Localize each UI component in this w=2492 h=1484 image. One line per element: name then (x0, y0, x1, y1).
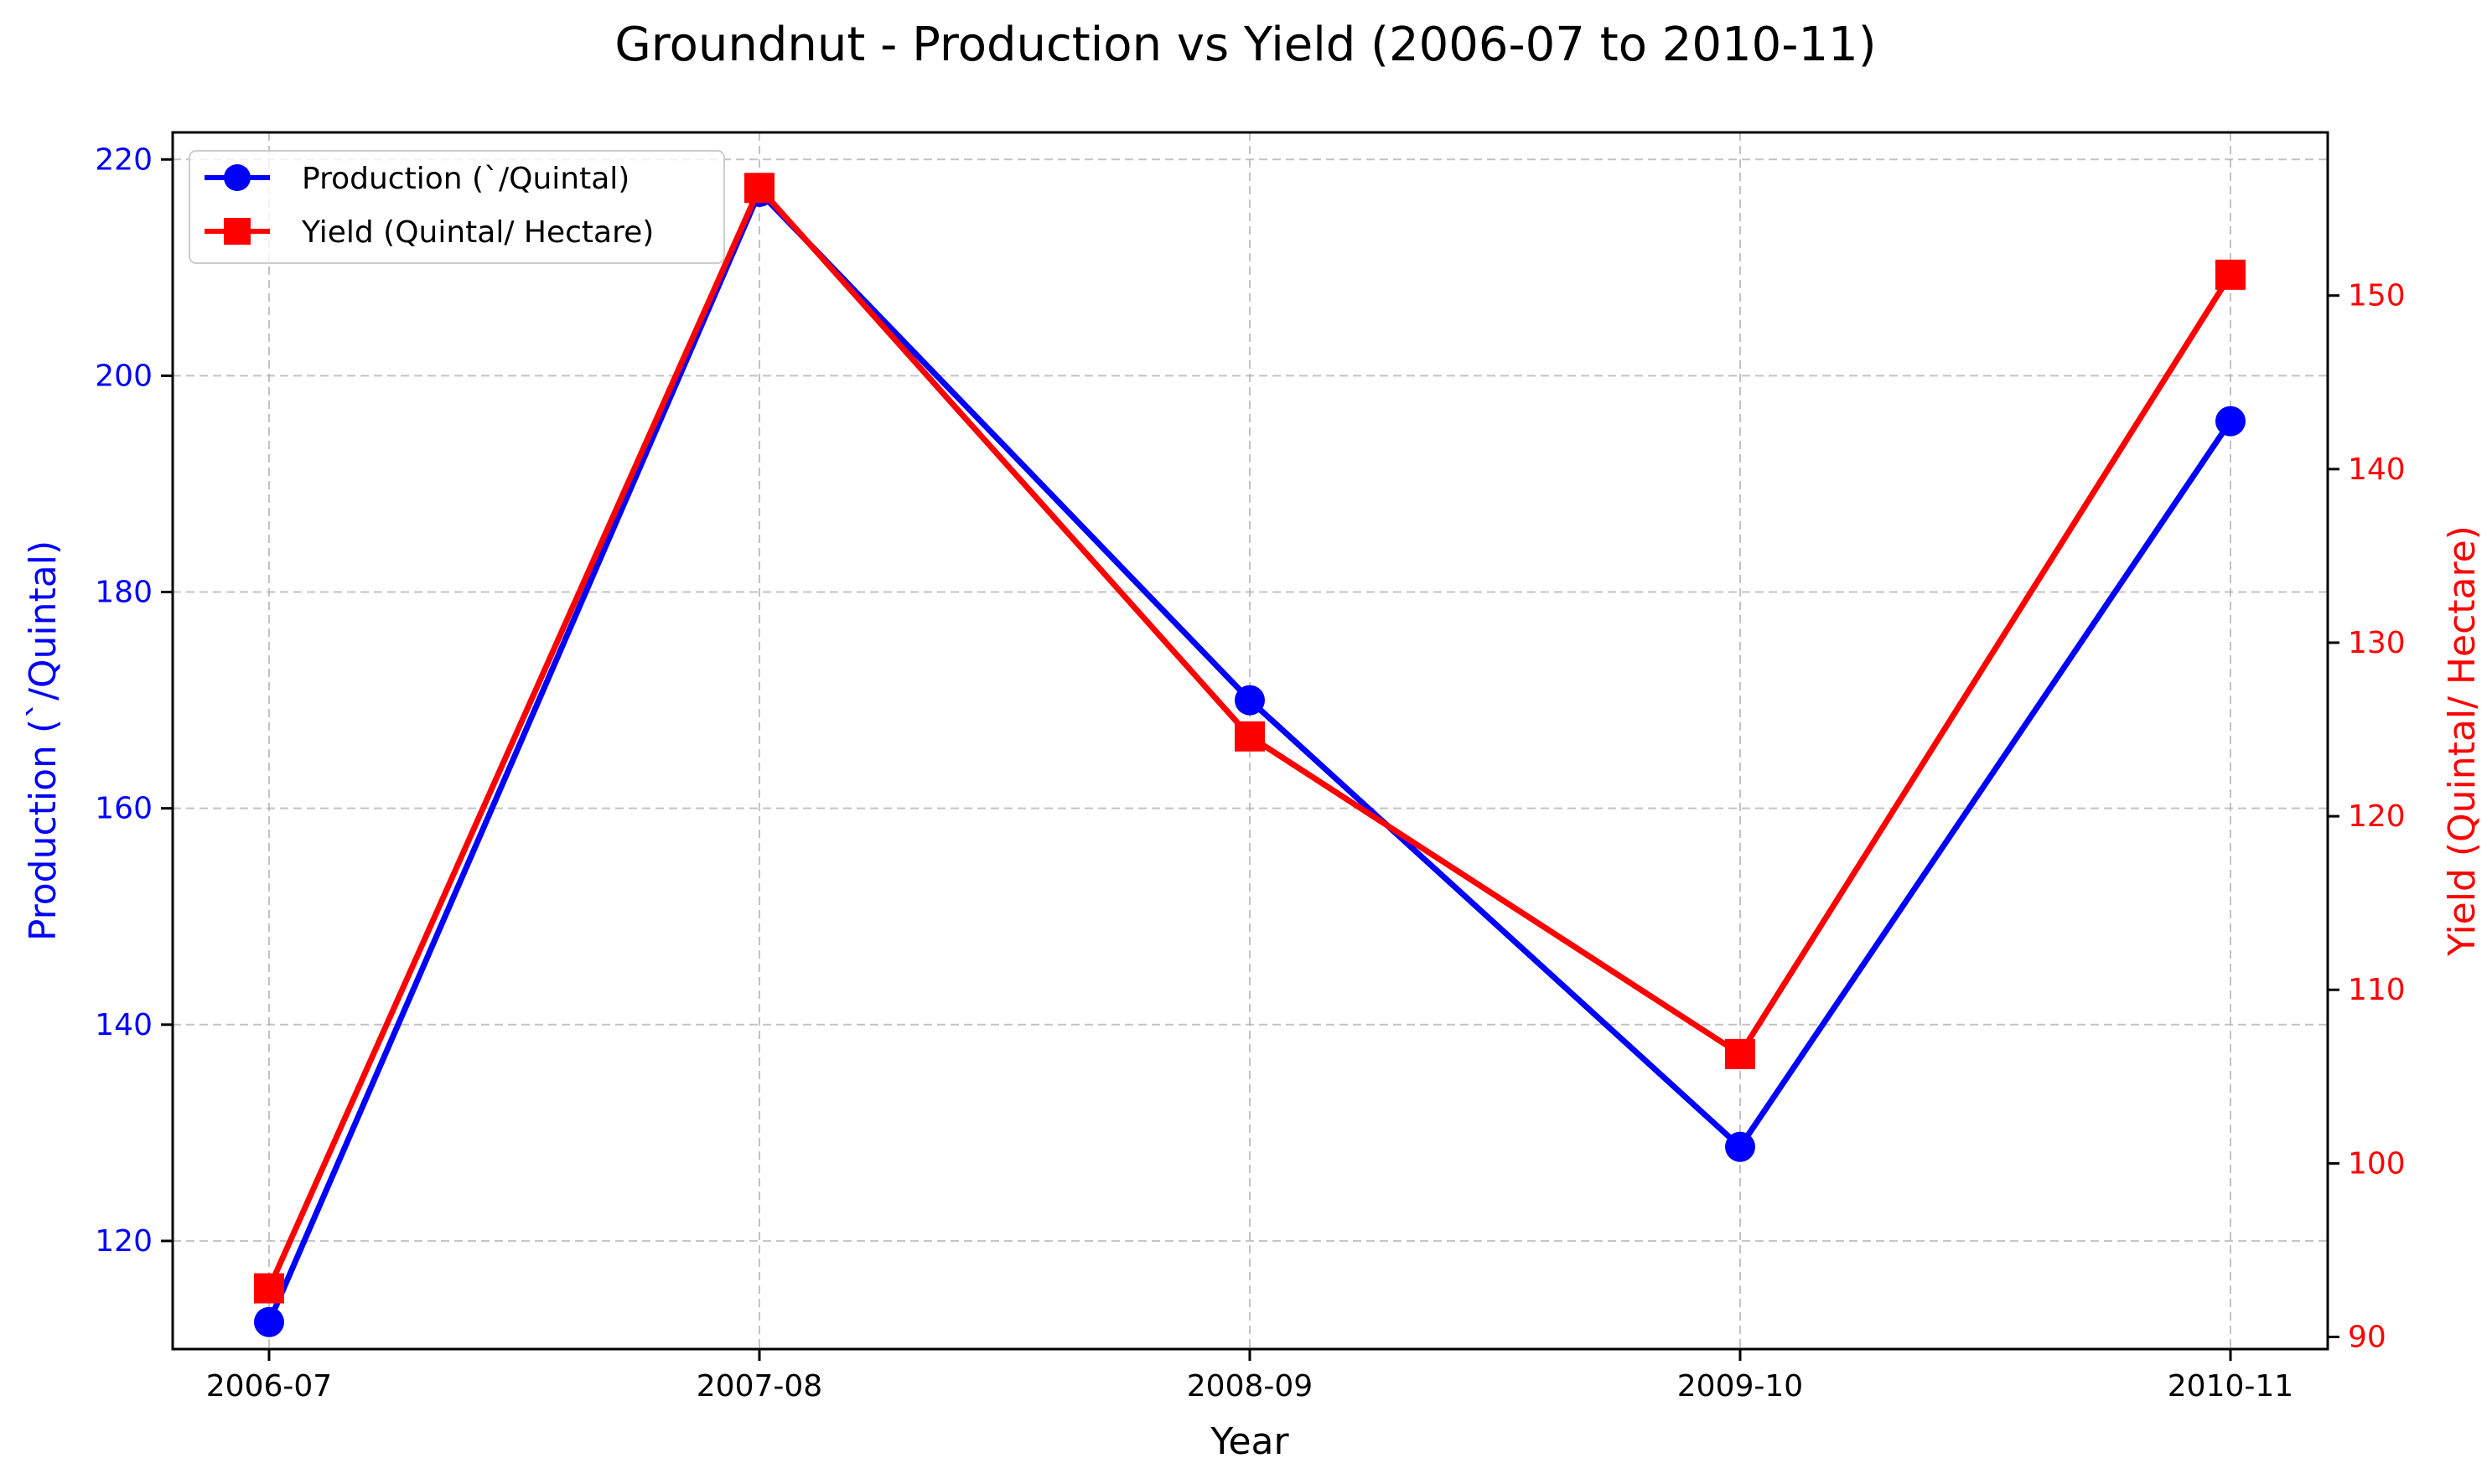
grid (173, 132, 2328, 1349)
y-axis-right: 90 100 110 120 130 140 150 (2328, 279, 2406, 1355)
x-tick-label: 2008-09 (1187, 1369, 1313, 1404)
chart-title: Groundnut - Production vs Yield (2006-07… (614, 18, 1876, 72)
data-point-yield (1725, 1038, 1755, 1069)
y-right-tick-label: 110 (2348, 973, 2406, 1007)
data-point-production (1235, 685, 1265, 716)
y-right-tick-label: 90 (2348, 1321, 2386, 1355)
y-right-tick-label: 150 (2348, 279, 2406, 313)
data-point-production (2215, 406, 2246, 437)
y-left-tick-label: 160 (95, 792, 153, 826)
legend-label-production: Production (`/Quintal) (302, 162, 629, 196)
legend-label-yield: Yield (Quintal/ Hectare) (301, 215, 654, 250)
data-point-yield (1235, 721, 1265, 752)
x-tick-label: 2010-11 (2168, 1369, 2293, 1404)
y-left-tick-label: 140 (95, 1008, 153, 1042)
series-yield (254, 173, 2246, 1304)
y-left-tick-label: 200 (95, 359, 153, 393)
x-tick-label: 2006-07 (206, 1369, 332, 1404)
legend: Production (`/Quintal) Yield (Quintal/ H… (189, 150, 725, 264)
y-right-tick-label: 130 (2348, 626, 2406, 660)
plot-series (254, 173, 2246, 1337)
x-tick-label: 2007-08 (697, 1369, 822, 1404)
y-axis-right-label: Yield (Quintal/ Hectare) (2441, 525, 2484, 957)
x-axis: 2006-07 2007-08 2008-09 2009-10 2010-11 (206, 1349, 2293, 1404)
y-axis-left-label: Production (`/Quintal) (22, 540, 65, 941)
y-left-tick-label: 120 (95, 1224, 153, 1259)
legend-marker-production (224, 164, 251, 191)
y-right-tick-label: 100 (2348, 1146, 2406, 1181)
x-tick-label: 2009-10 (1677, 1369, 1803, 1404)
legend-marker-yield (224, 218, 251, 245)
data-point-yield (2215, 259, 2246, 290)
y-left-tick-label: 220 (95, 142, 153, 177)
y-left-tick-label: 180 (95, 576, 153, 610)
data-point-yield (254, 1273, 284, 1304)
y-right-tick-label: 120 (2348, 799, 2406, 834)
data-point-production (254, 1306, 284, 1337)
y-right-tick-label: 140 (2348, 452, 2406, 487)
y-axis-left: 120 140 160 180 200 220 (95, 142, 173, 1259)
data-point-production (1725, 1131, 1755, 1162)
data-point-yield (744, 173, 775, 204)
x-axis-label: Year (1210, 1420, 1289, 1463)
legend-box (189, 150, 725, 264)
